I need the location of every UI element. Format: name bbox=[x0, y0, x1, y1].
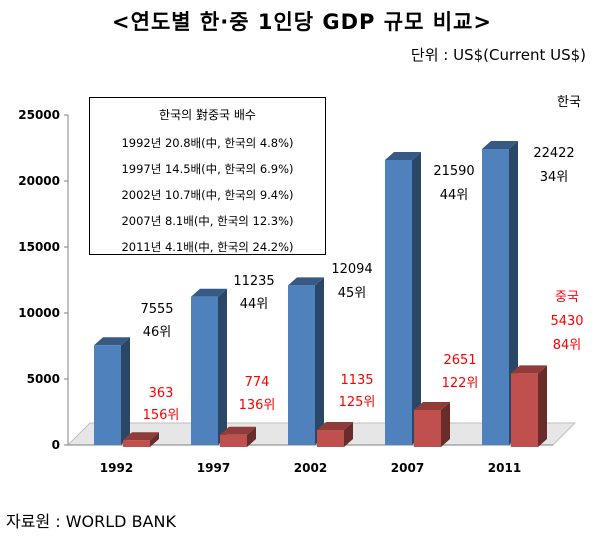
china-rank-label: 125위 bbox=[339, 395, 376, 410]
korea-bar bbox=[288, 285, 315, 445]
note-line: 2007년 8.1배(中, 한국의 12.3%) bbox=[121, 214, 294, 228]
china-value-label: 774 bbox=[245, 375, 270, 390]
china-bar bbox=[317, 430, 344, 447]
korea-bar-top bbox=[94, 337, 130, 346]
china-bar-side bbox=[150, 432, 159, 447]
korea-value-label: 12094 bbox=[331, 262, 372, 277]
china-bar bbox=[414, 410, 441, 447]
korea-value-label: 21590 bbox=[433, 164, 474, 179]
china-bar-side bbox=[344, 422, 353, 447]
korea-series-label: 한국 bbox=[557, 95, 581, 110]
china-bar bbox=[123, 440, 150, 447]
korea-bar-side bbox=[218, 288, 227, 445]
note-line: 1997년 14.5배(中, 한국의 6.9%) bbox=[121, 162, 294, 176]
korea-bar-top bbox=[482, 141, 518, 150]
korea-bar bbox=[482, 149, 509, 445]
korea-rank-label: 44위 bbox=[240, 297, 269, 312]
korea-bar bbox=[385, 160, 412, 445]
x-tick-label: 2011 bbox=[488, 461, 521, 475]
korea-bar-top bbox=[191, 288, 227, 297]
china-bar-side bbox=[538, 365, 547, 447]
china-bar-top bbox=[317, 422, 353, 431]
y-tick-label: 20000 bbox=[18, 174, 60, 188]
china-rank-label: 156위 bbox=[143, 408, 180, 423]
x-tick-label: 1992 bbox=[100, 461, 133, 475]
china-bar bbox=[511, 373, 538, 447]
y-tick-label: 25000 bbox=[18, 108, 60, 122]
korea-value-label: 11235 bbox=[233, 274, 274, 289]
china-value-label: 1135 bbox=[340, 373, 373, 388]
korea-bar-side bbox=[315, 277, 324, 445]
china-rank-label: 84위 bbox=[553, 338, 582, 353]
korea-bar-side bbox=[412, 152, 421, 445]
note-line: 1992년 20.8배(中, 한국의 4.8%) bbox=[121, 136, 294, 150]
y-tick-label: 15000 bbox=[18, 240, 60, 254]
y-tick-label: 0 bbox=[52, 438, 60, 452]
china-series-label: 중국 bbox=[555, 290, 579, 305]
korea-value-label: 22422 bbox=[533, 146, 574, 161]
china-bar-side bbox=[441, 402, 450, 447]
unit-label: 단위 : US$(Current US$) bbox=[410, 46, 586, 64]
korea-rank-label: 46위 bbox=[143, 325, 172, 340]
source-label: 자료원 : WORLD BANK bbox=[6, 512, 176, 531]
korea-bar-top bbox=[288, 277, 324, 286]
china-bar-top bbox=[511, 365, 547, 374]
chart-title: <연도별 한·중 1인당 GDP 규모 비교> bbox=[112, 10, 492, 34]
china-value-label: 363 bbox=[149, 386, 174, 401]
korea-bar-side bbox=[509, 141, 518, 445]
x-tick-label: 2007 bbox=[391, 461, 424, 475]
china-bar-side bbox=[247, 426, 256, 447]
korea-bar bbox=[94, 345, 121, 445]
korea-value-label: 7555 bbox=[140, 302, 173, 317]
note-title: 한국의 對중국 배수 bbox=[159, 108, 256, 122]
china-value-label: 5430 bbox=[550, 314, 583, 329]
china-bar-top bbox=[414, 402, 450, 411]
ratio-note-box: 한국의 對중국 배수 1992년 20.8배(中, 한국의 4.8%) 1997… bbox=[89, 97, 326, 255]
note-line: 2002년 10.7배(中, 한국의 9.4%) bbox=[121, 188, 294, 202]
korea-rank-label: 44위 bbox=[440, 188, 469, 203]
china-bar bbox=[220, 434, 247, 447]
x-tick-label: 1997 bbox=[197, 461, 230, 475]
korea-rank-label: 45위 bbox=[338, 286, 367, 301]
x-tick-label: 2002 bbox=[294, 461, 327, 475]
china-value-label: 2651 bbox=[443, 353, 476, 368]
china-bar-top bbox=[220, 426, 256, 435]
korea-rank-label: 34위 bbox=[540, 170, 569, 185]
korea-bar bbox=[191, 296, 218, 445]
china-bar-top bbox=[123, 432, 159, 441]
korea-bar-side bbox=[121, 337, 130, 445]
china-rank-label: 122위 bbox=[442, 376, 479, 391]
korea-bar-top bbox=[385, 152, 421, 161]
y-tick-label: 10000 bbox=[18, 306, 60, 320]
note-line: 2011년 4.1배(中, 한국의 24.2%) bbox=[121, 240, 294, 254]
china-rank-label: 136위 bbox=[239, 398, 276, 413]
y-tick-label: 5000 bbox=[27, 372, 60, 386]
